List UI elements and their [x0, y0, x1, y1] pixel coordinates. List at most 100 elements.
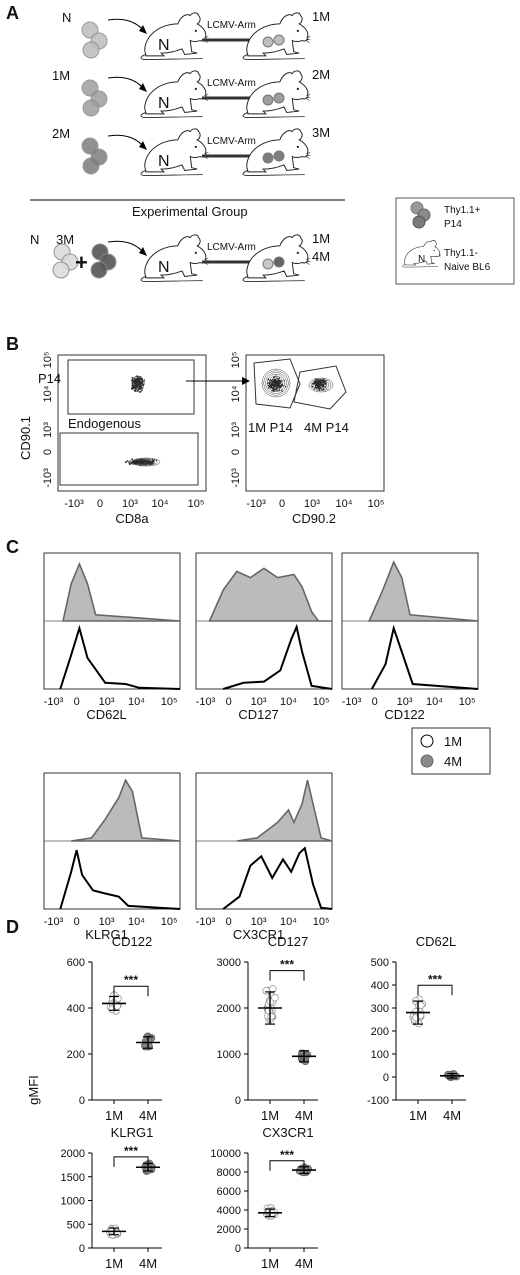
- panel-b-letter: B: [6, 334, 19, 354]
- histogram-klrg1: -10³ 0 10³ 10⁴ 10⁵ KLRG1: [43, 772, 181, 942]
- histogram-1m-line: [222, 623, 333, 690]
- y-tick-label: 10000: [210, 1148, 241, 1160]
- x-tick-label: 10⁴: [152, 498, 169, 510]
- donor-label: 1M: [52, 68, 70, 83]
- y-tick-label: 600: [67, 957, 85, 969]
- memory-result-label: 1M: [312, 231, 330, 246]
- histogram-marker-label: CD62L: [86, 707, 126, 722]
- memory-result-label: 3M: [312, 125, 330, 140]
- recipient-mouse-icon: [140, 234, 209, 282]
- recipient-mouse-icon: [140, 12, 209, 60]
- x-tick-label: -10³: [44, 916, 64, 928]
- y-tick-label: 0: [42, 449, 54, 455]
- y-tick-label: 0: [383, 1072, 389, 1084]
- y-tick-label: 0: [235, 1095, 241, 1107]
- transfer-arrow: [107, 76, 146, 91]
- y-tick-label: 1500: [61, 1172, 85, 1184]
- gate-4m-p14-label: 4M P14: [304, 420, 349, 435]
- y-tick-label: 4000: [217, 1205, 241, 1217]
- y-tick-label: 400: [371, 980, 389, 992]
- histogram-4m-fill: [236, 780, 333, 842]
- donor-label: N: [62, 10, 71, 25]
- infection-label: LCMV-Arm: [207, 242, 256, 253]
- legend-cells-line2: P14: [444, 219, 462, 230]
- cell-cluster: [90, 243, 117, 279]
- naive-mouse-label: N: [158, 95, 170, 112]
- significance-bracket: [113, 1156, 149, 1167]
- gate-endogenous: [59, 432, 199, 486]
- donor-cell: [262, 94, 274, 106]
- donor-cell: [273, 256, 285, 268]
- x-tick-label: -10³: [342, 696, 362, 708]
- histogram-cd122: -10³ 0 10³ 10⁴ 10⁵ CD122: [341, 552, 479, 722]
- x-category-label: 1M: [409, 1108, 427, 1123]
- histogram-cd127: -10³ 0 10³ 10⁴ 10⁵ CD127: [195, 552, 333, 722]
- infection-label: LCMV-Arm: [207, 136, 256, 147]
- gate-p14-label: P14: [38, 371, 61, 386]
- experimental-group-title: Experimental Group: [132, 204, 248, 219]
- y-tick-label: -10³: [42, 468, 54, 488]
- panel-c-letter: C: [6, 537, 19, 557]
- y-tick-label: 8000: [217, 1167, 241, 1179]
- x-tick-label: 10³: [251, 696, 267, 708]
- infection-label: LCMV-Arm: [207, 78, 256, 89]
- legend-mouse-line1: Thy1.1-: [444, 248, 478, 259]
- y-tick-label: 10³: [42, 422, 54, 438]
- plus-sign: +: [75, 250, 88, 275]
- x-tick-label: 10⁵: [161, 916, 178, 928]
- data-point: [444, 1070, 453, 1079]
- x-tick-label: 0: [74, 696, 80, 708]
- donor-cell: [262, 36, 274, 48]
- y-tick-label: 2000: [217, 1224, 241, 1236]
- histogram-4m-fill: [367, 560, 479, 622]
- y-tick-label: 3000: [217, 957, 241, 969]
- donor-cell: [273, 150, 285, 162]
- dotplot-cd127: CD127 0 1000 2000 3000 1M 4M ***: [217, 934, 318, 1123]
- y-tick-label: 2000: [217, 1003, 241, 1015]
- x-tick-label: 10³: [304, 498, 320, 510]
- naive-mouse-label: N: [158, 153, 170, 170]
- y-tick-label: 10³: [230, 422, 242, 438]
- donor-label-2: 3M: [56, 232, 74, 247]
- y-tick-label: 0: [79, 1095, 85, 1107]
- histogram-4m-fill: [62, 561, 181, 622]
- significance-label: ***: [428, 972, 442, 986]
- histogram-marker-label: KLRG1: [85, 927, 128, 942]
- x-tick-label: -10³: [64, 498, 84, 510]
- y-tick-label: 10⁴: [230, 385, 242, 402]
- histogram-4m-fill: [208, 567, 332, 622]
- x-tick-label: 10⁵: [313, 916, 330, 928]
- x-tick-label: 0: [74, 916, 80, 928]
- dotplot-title: KLRG1: [111, 1125, 154, 1140]
- x-tick-label: 0: [279, 498, 285, 510]
- significance-bracket: [113, 985, 149, 997]
- histogram-1m-line: [59, 849, 181, 910]
- x-tick-label: 10³: [251, 916, 267, 928]
- y-axis-label-cd90-1: CD90.1: [18, 416, 33, 460]
- y-tick-label: 200: [67, 1049, 85, 1061]
- dotplot-cx3cr1: CX3CR1 0 2000 4000 6000 8000 10000 1M 4M ***: [210, 1125, 318, 1271]
- gate-4m-p14: [293, 365, 347, 410]
- y-tick-label: 100: [371, 1049, 389, 1061]
- y-tick-label: 1000: [217, 1049, 241, 1061]
- y-tick-label: 2000: [61, 1148, 85, 1160]
- significance-label: ***: [280, 958, 294, 972]
- gate-p14: [67, 359, 195, 415]
- histogram-1m-line: [222, 846, 333, 910]
- x-category-label: 4M: [295, 1108, 313, 1123]
- x-tick-label: -10³: [246, 498, 266, 510]
- donor-cell: [273, 34, 285, 46]
- y-tick-label: 200: [371, 1026, 389, 1038]
- recipient-mouse-icon: [140, 70, 209, 118]
- x-category-label: 4M: [443, 1108, 461, 1123]
- x-tick-label: 10⁴: [336, 498, 353, 510]
- significance-label: ***: [124, 1144, 138, 1158]
- y-tick-label: 400: [67, 1003, 85, 1015]
- x-category-label: 1M: [261, 1256, 279, 1271]
- naive-mouse-label: N: [158, 37, 170, 54]
- legend-1m-label: 1M: [444, 734, 462, 749]
- y-tick-label: 10⁵: [42, 352, 54, 369]
- gate-arrow-head: [242, 377, 250, 385]
- legend-cells-line1: Thy1.1+: [444, 205, 481, 216]
